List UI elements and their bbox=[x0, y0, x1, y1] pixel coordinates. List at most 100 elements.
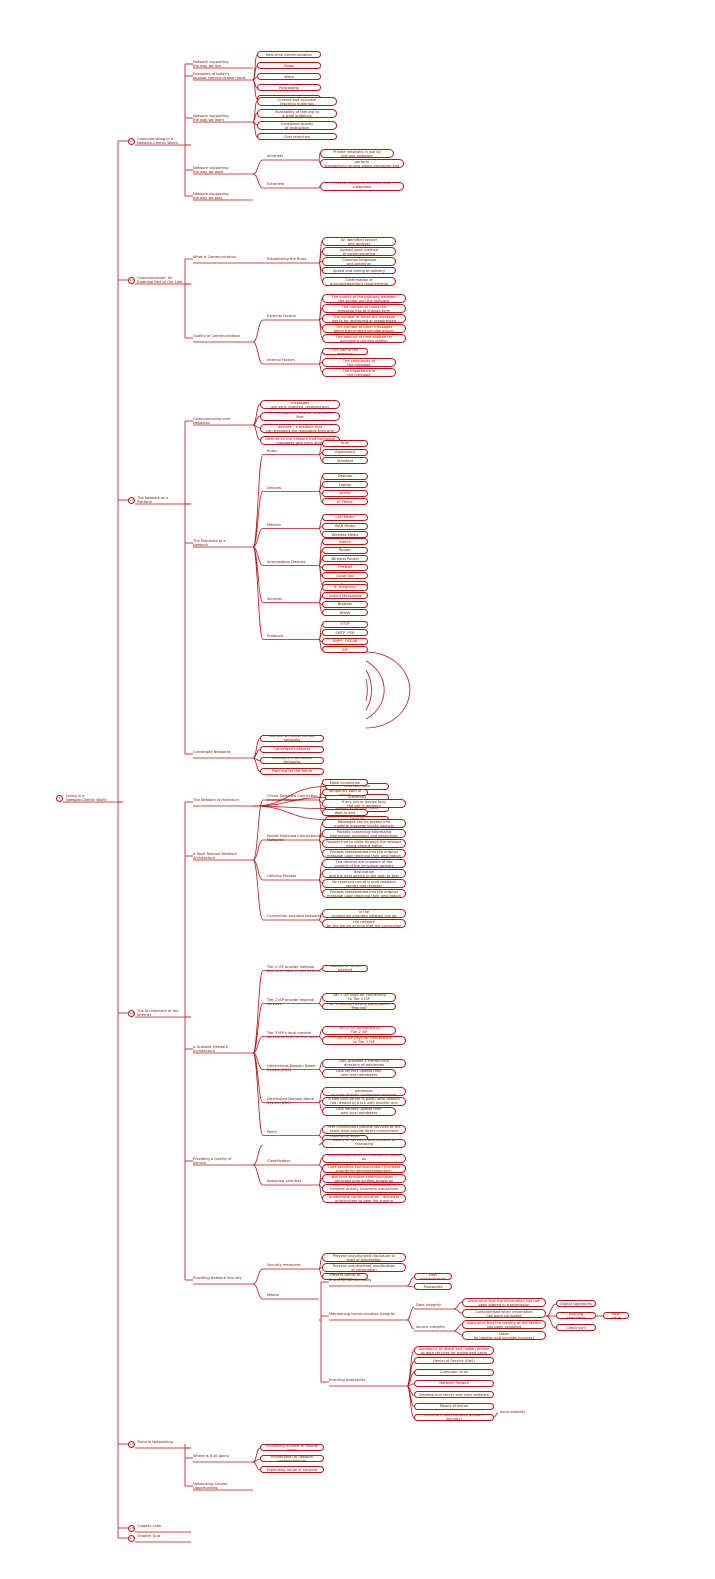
leaf-node[interactable]: The size of the message bbox=[322, 348, 368, 355]
leaf-node[interactable]: Speed and timing of delivery bbox=[322, 267, 396, 274]
leaf-node[interactable]: Cost reduction bbox=[257, 133, 337, 140]
leaf-node[interactable]: Server bbox=[322, 489, 368, 497]
method-node[interactable]: Check sum bbox=[556, 1324, 596, 1331]
group-topic[interactable]: Services bbox=[267, 596, 283, 601]
leaf-node[interactable]: DNS servers update their own local datab… bbox=[322, 1106, 396, 1116]
leaf-node[interactable]: Denial of Service (DoS) bbox=[414, 1357, 494, 1365]
group-topic[interactable]: Security measures bbox=[267, 1263, 301, 1267]
group-topic[interactable]: Packet Switched Connectionless Networks bbox=[267, 834, 325, 842]
group-topic[interactable]: Circuit Switched Connection- oriented Ne… bbox=[267, 794, 319, 802]
leaf-node[interactable]: Wait-in-end bbox=[322, 809, 368, 816]
method-node[interactable]: Hashing algorithms bbox=[556, 1312, 596, 1319]
subsection-topic[interactable]: Network supporting the way we learn bbox=[193, 114, 229, 122]
subsection-topic[interactable]: A Fault Tolerant Network Architecture bbox=[193, 852, 237, 860]
leaf-node[interactable]: Tier 3 ISP pays for connectivity to Tier… bbox=[322, 1035, 406, 1045]
leaf-node[interactable]: The amount of time allotted for successf… bbox=[322, 334, 406, 343]
integrity-topic[interactable]: Data Integrity bbox=[416, 1303, 441, 1307]
leaf-node[interactable]: Rule bbox=[322, 439, 368, 447]
group-topic[interactable]: Classification bbox=[267, 1159, 291, 1163]
leaf-node[interactable]: Browser bbox=[322, 600, 368, 608]
subsection-topic[interactable]: Examples of today's popular communicatio… bbox=[193, 72, 246, 80]
leaf-node[interactable]: The number of times the message has to c… bbox=[322, 304, 406, 313]
subsection-topic[interactable]: Providing Network Security bbox=[193, 1276, 242, 1280]
leaf-node[interactable]: Means of failure bbox=[414, 1402, 494, 1410]
leaf-node[interactable]: Cloud Box bbox=[322, 572, 368, 580]
subsection-topic[interactable]: The Elements of a Network bbox=[193, 539, 226, 547]
leaf-node[interactable]: Messages can be broken into multiple mes… bbox=[322, 819, 406, 828]
leaf-node[interactable]: Blogs bbox=[257, 62, 321, 69]
leaf-node[interactable]: SMTP, POP bbox=[322, 629, 368, 637]
leaf-node[interactable]: Planning for the future bbox=[260, 767, 324, 775]
section-topic[interactable]: The Network as a Platform bbox=[137, 496, 169, 504]
group-topic[interactable]: Means bbox=[267, 1293, 279, 1297]
leaf-node[interactable]: Make connection bbox=[322, 779, 368, 786]
leaf-node[interactable]: Avoidance of denial and hidden access to… bbox=[414, 1346, 494, 1355]
leaf-node[interactable]: DNS provides a hierarchical directory of… bbox=[322, 1058, 406, 1068]
leaf-node[interactable]: Consistent quality of instruction bbox=[257, 121, 337, 130]
subsection-topic[interactable]: Converged Networks bbox=[193, 750, 231, 754]
group-topic[interactable]: Protocols bbox=[267, 633, 284, 638]
leaf-node[interactable]: Not time-sensitive communication – decre… bbox=[322, 1174, 406, 1183]
leaf-node[interactable]: Agreed upon method of communicating bbox=[322, 247, 396, 256]
group-topic[interactable]: Assigning priorities bbox=[267, 1179, 302, 1183]
group-topic[interactable]: Connection-oriented Networks bbox=[267, 914, 322, 918]
subsection-topic[interactable]: Providing a Quality of Service bbox=[193, 1157, 232, 1165]
group-topic[interactable]: Intranets bbox=[267, 154, 284, 158]
section-topic[interactable]: Communication: An Essential Part of Our … bbox=[137, 276, 183, 284]
leaf-node[interactable]: Packets reassembled into the original me… bbox=[322, 849, 406, 858]
group-topic[interactable]: Hierarchical-Domain Name System(DNS) bbox=[267, 1063, 316, 1072]
leaf-node[interactable]: Laptop bbox=[322, 481, 368, 489]
section-topic[interactable]: Chapter Quiz bbox=[137, 1534, 161, 1538]
group-topic[interactable]: Medium bbox=[267, 522, 282, 527]
leaf-node[interactable]: The number of other messages being trans… bbox=[322, 324, 406, 333]
leaf-node[interactable]: Private networks in use by just one comp… bbox=[320, 149, 394, 158]
leaf-node[interactable]: Wireless Media bbox=[322, 531, 368, 539]
integrity-topic[interactable]: Source Integrity bbox=[416, 1325, 445, 1329]
leaf-node[interactable]: The quality and consistency of messages … bbox=[322, 909, 406, 918]
subsection-topic[interactable]: Network supporting the way we live bbox=[193, 60, 229, 68]
leaf-node[interactable]: Network firewall bbox=[414, 1379, 494, 1387]
leaf-node[interactable]: Expanding range of services bbox=[260, 1466, 324, 1473]
leaf-node[interactable]: IP Telephony bbox=[322, 583, 368, 591]
leaf-node[interactable]: HTTP bbox=[322, 620, 368, 628]
leaf-node[interactable]: If any link or device fails, the call is… bbox=[322, 799, 406, 808]
leaf-node[interactable]: Intelligent Information Networks bbox=[260, 756, 324, 764]
group-topic[interactable]: Peers bbox=[267, 1129, 277, 1134]
leaf-node[interactable]: Assurance that the identity of the sende… bbox=[462, 1320, 546, 1329]
leaf-node[interactable]: Wikis bbox=[257, 73, 321, 80]
leaf-node[interactable]: Router bbox=[322, 546, 368, 554]
tail-label[interactable]: accountability bbox=[500, 1410, 526, 1414]
subsection-topic[interactable]: Where is it all going bbox=[193, 1454, 229, 1458]
leaf-node[interactable]: Peer connections provide services at the… bbox=[322, 1124, 406, 1134]
subsection-topic[interactable]: Network supporting the way we play bbox=[193, 192, 229, 200]
subsection-topic[interactable]: Network supporting the way we work bbox=[193, 166, 229, 174]
group-topic[interactable]: Intermediary Devices bbox=[267, 559, 306, 564]
leaf-node[interactable]: A new DNS server is given local domain n… bbox=[322, 1096, 406, 1106]
leaf-node[interactable]: Only visible is the address of the final… bbox=[322, 869, 406, 878]
security-means-topic[interactable]: Ensuring confidentiality bbox=[329, 1278, 372, 1282]
leaf-node[interactable]: Standard bbox=[322, 457, 368, 465]
leaf-node[interactable]: WWW bbox=[322, 609, 368, 617]
leaf-node[interactable]: Instant Messaging bbox=[322, 592, 368, 600]
leaf-node[interactable]: Maximum Lab(Providing Network Security) bbox=[414, 1413, 494, 1421]
hash-value-node[interactable]: Hash value bbox=[603, 1312, 629, 1319]
section-topic[interactable]: Communicating in a Network-Centric World bbox=[137, 137, 178, 145]
group-topic[interactable]: Rules bbox=[267, 448, 277, 453]
leaf-node[interactable]: The importance of the message bbox=[322, 368, 396, 377]
leaf-node[interactable]: Rules or agreements to govern how the me… bbox=[260, 400, 340, 409]
leaf-node[interactable]: Computer virus bbox=[414, 1368, 494, 1376]
leaf-node[interactable]: Availability of training to a wide audie… bbox=[257, 109, 337, 118]
leaf-node[interactable]: Compromised when a user or device fakes … bbox=[462, 1331, 546, 1340]
leaf-node[interactable]: User authentication bbox=[414, 1273, 452, 1280]
leaf-node[interactable]: DNS servers update their own local datab… bbox=[322, 1068, 396, 1078]
leaf-node[interactable]: WAN Media bbox=[322, 522, 368, 530]
security-means-topic[interactable]: Maintaining communication integrity bbox=[329, 1312, 396, 1316]
leaf-node[interactable]: Classify applications in categories base… bbox=[322, 1154, 406, 1163]
leaf-node[interactable]: The messages or units of information tha… bbox=[260, 412, 340, 421]
leaf-node[interactable]: The devices are unaware of the content o… bbox=[322, 859, 406, 868]
leaf-node[interactable]: Packets containing addressing informatio… bbox=[322, 829, 406, 838]
group-topic[interactable]: Tier 3 ISP's local provide service direc… bbox=[267, 1030, 318, 1039]
leaf-node[interactable]: Compromised when information has been co… bbox=[462, 1309, 546, 1318]
leaf-node[interactable]: Prevent unauthorized disclosure or theft… bbox=[322, 1253, 406, 1262]
leaf-node[interactable]: Quality of Service (QoS)-achieve by mana… bbox=[322, 1139, 406, 1148]
